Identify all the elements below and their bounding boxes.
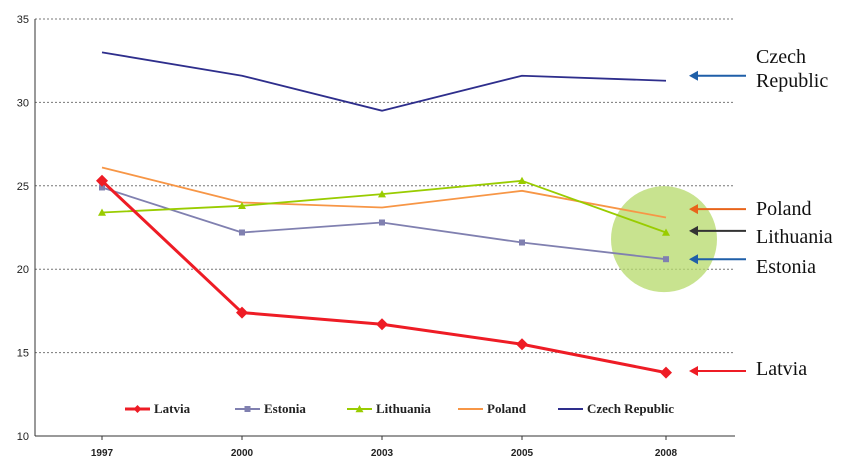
data-point-lithuania <box>662 228 670 236</box>
y-tick-label: 30 <box>17 97 29 109</box>
data-point-lithuania <box>238 201 246 210</box>
y-tick-label: 15 <box>17 348 29 360</box>
legend-label-lithuania: Lithuania <box>376 401 431 416</box>
legend-label-estonia: Estonia <box>264 401 306 416</box>
annotation-label-estonia: Estonia <box>756 256 816 278</box>
legend-marker-latvia <box>133 405 142 413</box>
data-point-latvia <box>236 306 248 319</box>
y-tick-label: 20 <box>17 264 29 276</box>
legend-label-czech-republic: Czech Republic <box>587 401 674 416</box>
data-point-lithuania <box>98 208 106 216</box>
data-point-latvia <box>96 174 108 187</box>
data-point-estonia <box>99 184 105 191</box>
data-point-estonia <box>663 256 669 263</box>
highlight-circle <box>611 186 717 293</box>
x-tick-label: 2003 <box>371 448 394 459</box>
y-tick-label: 35 <box>17 14 29 26</box>
y-tick-label: 10 <box>17 431 29 443</box>
annotation-label-poland: Poland <box>756 198 812 220</box>
annotation-label-czech-republic: Czech <box>756 46 806 68</box>
series-line-latvia <box>100 179 667 375</box>
annotation-arrowhead-lithuania <box>689 225 698 236</box>
annotation-arrowhead-estonia <box>689 254 698 265</box>
legend-marker-estonia <box>244 406 251 412</box>
annotation-label-czech-republic: Republic <box>756 70 828 92</box>
series-line-poland <box>101 166 667 219</box>
annotation-label-latvia: Latvia <box>756 358 807 380</box>
y-tick-label: 25 <box>17 181 29 193</box>
annotation-arrowhead-latvia <box>689 365 698 376</box>
annotation-arrowhead-poland <box>689 204 698 215</box>
data-point-latvia <box>660 366 672 379</box>
x-tick-label: 1997 <box>91 448 114 459</box>
data-point-estonia <box>379 219 385 226</box>
legend-label-poland: Poland <box>487 401 527 416</box>
data-point-latvia <box>376 318 388 331</box>
data-point-estonia <box>239 229 245 236</box>
data-point-lithuania <box>378 190 386 198</box>
series-line-czech-republic <box>101 51 667 112</box>
data-point-latvia <box>516 338 528 351</box>
x-tick-label: 2008 <box>655 448 678 459</box>
legend-marker-lithuania <box>355 405 364 413</box>
annotation-label-lithuania: Lithuania <box>756 226 833 248</box>
data-point-estonia <box>519 239 525 246</box>
legend-label-latvia: Latvia <box>154 401 191 416</box>
annotation-arrowhead-czech-republic <box>689 70 698 81</box>
data-point-lithuania <box>518 176 526 184</box>
x-tick-label: 2005 <box>511 448 534 459</box>
x-tick-label: 2000 <box>231 448 254 459</box>
